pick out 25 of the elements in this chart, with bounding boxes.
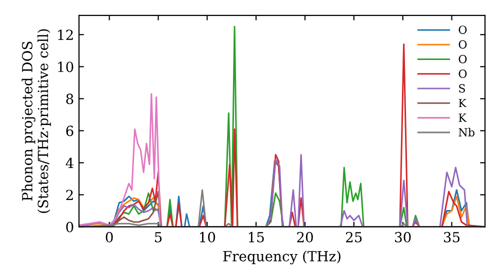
y-axis-title: Phonon projected DOS (States/THz·primitive cell) [22,29,51,213]
legend-label: O [458,26,467,34]
x-tick-label: 10 [200,232,216,242]
legend-label: O [458,54,467,64]
x-tick-label: 0 [106,232,113,242]
x-tick-label: 25 [346,232,362,242]
legend-label: O [458,40,467,49]
x-tick-label: 15 [248,232,264,242]
x-tick-label: 30 [395,232,411,242]
y-tick-label: 4 [66,158,74,168]
legend-label: Nb [458,128,474,136]
legend-label: K [458,114,467,122]
y-tick-label: 12 [58,30,73,40]
x-tick-label: 35 [444,232,460,242]
x-tick-label: 5 [155,232,162,242]
y-tick-label: 8 [66,94,74,104]
x-tick-label: 20 [297,232,313,242]
legend-label: K [458,98,467,108]
y-tick-label: 2 [66,190,73,200]
legend-label: S [459,84,465,93]
y-tick-label: 6 [66,126,74,136]
x-axis-title: Frequency (THz) [223,250,340,264]
y-tick-label: 0 [66,222,74,232]
legend-label: O [458,70,467,78]
y-tick-label: 10 [58,62,74,72]
